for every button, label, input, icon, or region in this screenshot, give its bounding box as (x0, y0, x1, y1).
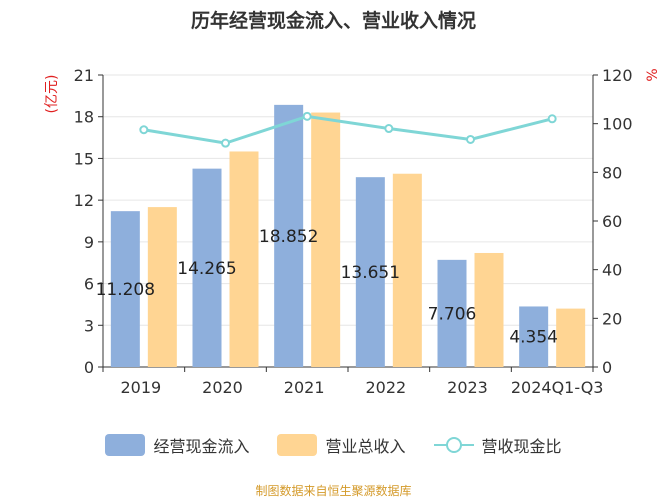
y-right-tick-label: 80 (602, 163, 622, 182)
x-tick-label: 2019 (120, 378, 161, 397)
y-left-tick-label: 15 (74, 149, 94, 168)
ratio-line (143, 114, 553, 145)
y-right-unit-label: % (645, 68, 661, 81)
x-tick-label: 2021 (284, 378, 325, 397)
ratio-point (384, 124, 394, 134)
legend-swatch-revenue (277, 434, 318, 456)
y-left-unit-label: (亿元) (44, 75, 60, 114)
x-tick-label: 2024Q1-Q3 (511, 378, 604, 397)
legend-swatch-cash-inflow (105, 434, 146, 456)
y-left-tick-label: 0 (84, 358, 94, 377)
x-tick-label: 2022 (365, 378, 406, 397)
x-tick-label: 2020 (202, 378, 243, 397)
data-label-cash-inflow: 7.706 (428, 304, 477, 324)
legend-label-revenue: 营业总收入 (325, 437, 406, 456)
y-right-tick-label: 0 (602, 358, 612, 377)
bar-cash-inflow (519, 306, 549, 367)
source-note: 制图数据来自恒生聚源数据库 (255, 484, 412, 498)
legend-label-ratio: 营收现金比 (481, 437, 562, 456)
y-right-tick-label: 40 (602, 261, 622, 280)
bar-revenue (311, 112, 341, 368)
ratio-point (466, 134, 475, 144)
bar-revenue (392, 173, 422, 367)
ratio-point (302, 111, 312, 121)
data-label-cash-inflow: 11.208 (96, 280, 155, 300)
bar-cash-inflow (110, 211, 140, 367)
data-label-cash-inflow: 14.265 (177, 259, 236, 279)
bar-cash-inflow (437, 259, 467, 367)
legend-label-cash-inflow: 经营现金流入 (153, 437, 250, 456)
bar-revenue (556, 308, 586, 367)
chart-title: 历年经营现金流入、营业收入情况 (190, 10, 476, 32)
y-left-tick-label: 9 (84, 233, 94, 252)
x-tick-label: 2023 (447, 378, 488, 397)
y-left-tick-label: 6 (84, 275, 94, 294)
ratio-point (547, 114, 557, 124)
legend-line-icon (433, 437, 474, 453)
data-label-cash-inflow: 4.354 (509, 328, 558, 348)
chart-legend: 经营现金流入 营业总收入 营收现金比 (0, 430, 667, 460)
ratio-point (221, 138, 230, 148)
y-left-tick-label: 3 (84, 316, 94, 335)
chart-canvas: 0 3 6 9 12 15 18 21 0 20 40 60 80 100 120 (亿元) % 2019 2020… (44, 66, 661, 397)
y-left-tick-label: 12 (74, 191, 94, 210)
bar-revenue (474, 252, 504, 367)
data-label-cash-inflow: 13.651 (341, 263, 400, 283)
bar-revenue (147, 207, 177, 367)
data-label-cash-inflow: 18.852 (259, 227, 318, 247)
bar-cash-inflow (274, 104, 304, 367)
y-left-tick-label: 21 (74, 66, 94, 85)
y-right-tick-label: 120 (602, 66, 633, 85)
y-right-tick-label: 100 (602, 115, 633, 134)
legend-item-cash-inflow[interactable]: 经营现金流入 (105, 433, 249, 457)
y-right-tick-label: 20 (602, 309, 622, 328)
legend-item-revenue[interactable]: 营业总收入 (277, 433, 406, 457)
legend-item-ratio[interactable]: 营收现金比 (433, 433, 562, 457)
bar-cash-inflow (192, 168, 222, 367)
bar-revenue (229, 151, 259, 367)
ratio-point (139, 125, 149, 135)
y-left-tick-label: 18 (74, 108, 94, 127)
y-right-tick-label: 60 (602, 212, 622, 231)
bar-cash-inflow (355, 177, 385, 367)
